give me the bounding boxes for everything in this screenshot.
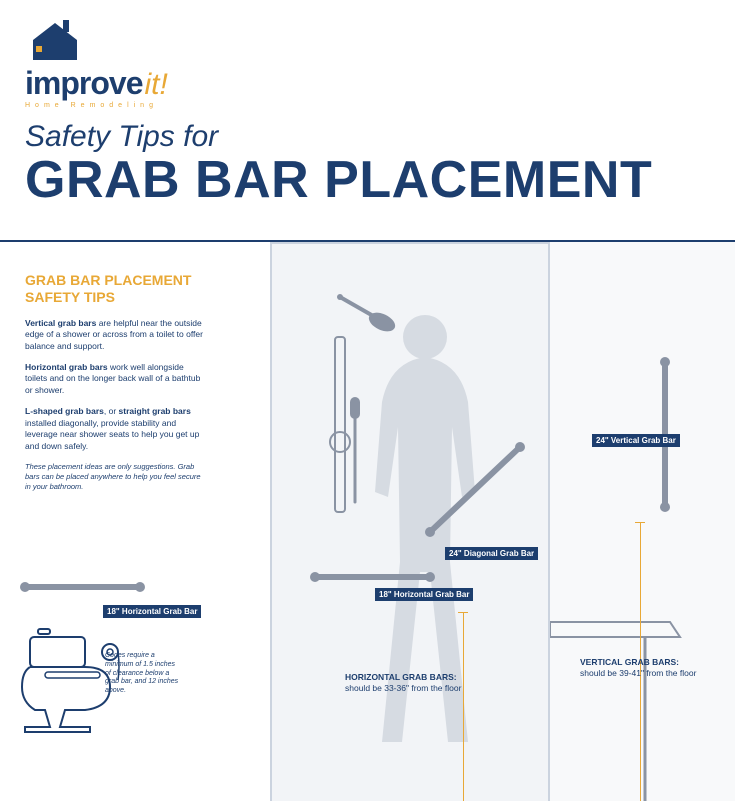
headline-sub: Safety Tips for [25, 120, 652, 154]
tip-vertical: Vertical grab bars are helpful near the … [25, 318, 205, 352]
tips-note: These placement ideas are only suggestio… [25, 462, 205, 491]
diagram: GRAB BAR PLACEMENT SAFETY TIPS Vertical … [0, 240, 735, 799]
callout-vert-bar: 24" Vertical Grab Bar [592, 434, 680, 447]
rec-vertical: VERTICAL GRAB BARS:should be 39-41" from… [580, 657, 720, 679]
code-note: Codes require a minimum of 1.5 inches of… [105, 652, 180, 696]
logo: improve it! Home Remodeling [25, 20, 168, 109]
headline-main: GRAB BAR PLACEMENT [25, 154, 652, 206]
headline: Safety Tips for GRAB BAR PLACEMENT [25, 120, 652, 206]
logo-text-accent: it! [144, 68, 167, 102]
callout-diag-bar: 24" Diagonal Grab Bar [445, 547, 538, 560]
callout-shower-hor: 18" Horizontal Grab Bar [375, 588, 473, 601]
shower-svg [270, 242, 550, 801]
house-icon [25, 20, 85, 65]
tip-lshaped: L-shaped grab bars, or straight grab bar… [25, 406, 205, 452]
tips-block: GRAB BAR PLACEMENT SAFETY TIPS Vertical … [25, 272, 205, 492]
callout-toilet-bar: 18" Horizontal Grab Bar [103, 605, 201, 618]
tip-horizontal: Horizontal grab bars work well alongside… [25, 362, 205, 396]
rec-horizontal: HORIZONTAL GRAB BARS:should be 33-36" fr… [345, 672, 475, 694]
logo-tagline: Home Remodeling [25, 102, 168, 109]
measure-hor [463, 612, 464, 801]
tips-title: GRAB BAR PLACEMENT SAFETY TIPS [25, 272, 205, 306]
logo-text-main: improve [25, 65, 142, 102]
